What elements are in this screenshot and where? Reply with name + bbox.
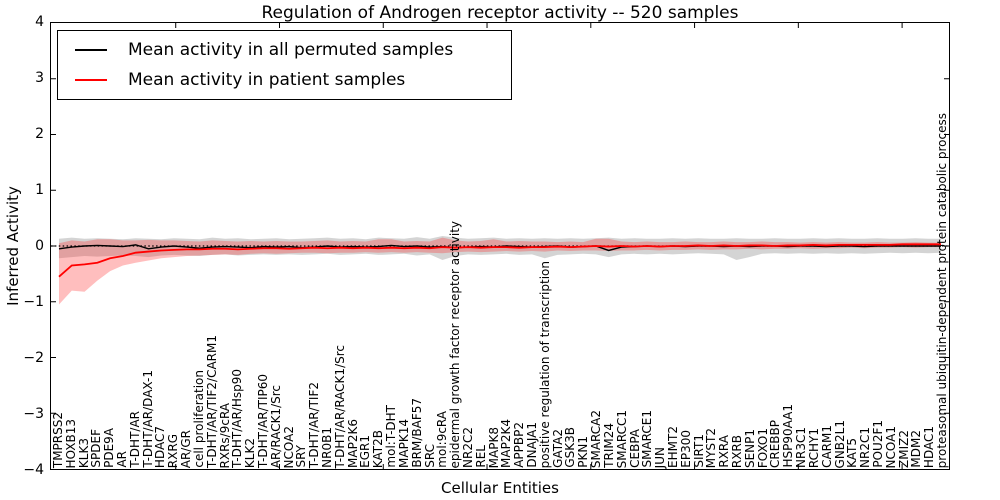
x-tick-label: MDM2	[909, 430, 924, 468]
x-tick-label: SRY	[294, 445, 309, 468]
x-tick-label: SMARCA2	[589, 409, 604, 468]
y-tick-label: 3	[35, 70, 44, 86]
x-tick-label: MAP2K4	[499, 419, 514, 468]
x-tick-label: AR	[115, 451, 130, 468]
x-tick-label: NR0B1	[320, 427, 335, 468]
x-tick-label: epidermal growth factor receptor activit…	[448, 220, 463, 468]
x-tick-label: RXRG	[166, 433, 181, 468]
x-tick-label: T-DHT/AR/TIF2	[307, 381, 322, 468]
x-tick-label: T-DHT/AR/RACK1/Src	[332, 344, 347, 468]
x-tick-label: SENP1	[742, 428, 757, 468]
x-tick-label: AR/RACK1/Src	[268, 384, 283, 468]
x-axis-label: Cellular Entities	[441, 479, 559, 497]
x-tick-label: MAPK8	[486, 426, 501, 468]
x-tick-label: BRM/BAF57	[409, 398, 424, 468]
x-tick-label: NR3C1	[794, 427, 809, 468]
x-tick-label: cell proliferation	[191, 370, 206, 468]
y-tick-label: −2	[23, 350, 44, 366]
x-tick-label: HOXB13	[63, 418, 78, 468]
x-tick-label: KLK2	[243, 437, 258, 468]
x-tick-label: REL	[473, 445, 488, 468]
x-tick-label: mol:9cRA	[435, 411, 450, 468]
x-tick-label: HDAC1	[922, 425, 937, 468]
x-tick-label: T-DHT/AR/TIP60	[255, 373, 270, 468]
x-tick-label: CARM1	[819, 425, 834, 468]
x-tick-label: SMARCE1	[640, 410, 655, 468]
x-tick-label: ZMIZ2	[896, 430, 911, 468]
y-tick-label: 0	[35, 238, 44, 254]
x-tick-label: PDE9A	[102, 428, 117, 468]
x-tick-label: T-DHT/AR/Hsp90	[230, 369, 245, 468]
x-tick-label: mol:T-DHT	[384, 405, 399, 468]
y-tick-label: −4	[23, 462, 44, 478]
x-tick-label: SIRT1	[691, 434, 706, 468]
x-tick-label: NR2C2	[460, 427, 475, 468]
x-tick-label: MAP2K6	[345, 419, 360, 468]
x-tick-label: EHMT2	[665, 426, 680, 468]
x-tick-label: KLK3	[76, 437, 91, 468]
red-line-sample-icon	[75, 79, 107, 81]
chart-title: Regulation of Androgen receptor activity…	[261, 3, 739, 23]
legend-label-patient: Mean activity in patient samples	[128, 70, 406, 90]
x-tick-label: CEBPA	[627, 429, 642, 468]
x-tick-label: RXRB	[730, 434, 744, 468]
x-tick-label: KAT5	[845, 438, 860, 468]
x-tick-label: RCHY1	[806, 427, 821, 468]
x-tick-label: HDAC7	[153, 425, 168, 468]
x-tick-label: T-DHT/AR/TIF2/CARM1	[204, 334, 219, 468]
x-tick-label: DNAJA1	[525, 422, 540, 468]
x-tick-label: CREBBP	[768, 420, 783, 468]
y-tick-label: 2	[35, 126, 44, 142]
x-tick-label: MAPK14	[396, 419, 411, 468]
x-tick-label: SRC	[422, 444, 437, 468]
x-tick-label: T-DHT/AR/DAX-1	[140, 370, 155, 468]
x-tick-label: GSK3B	[563, 427, 578, 468]
plot-area: TMPRSS2 HOXB13 KLK3 SPDEF PDE9A AR T-DHT/AR T-D…	[50, 22, 950, 470]
x-tick-label: PKN1	[576, 436, 591, 468]
patient-mean-line	[58, 243, 942, 278]
x-tick-label: EGR1	[358, 435, 373, 468]
x-tick-label: APPBP2	[512, 422, 527, 468]
x-tick-label: TMPRSS2	[51, 411, 65, 468]
x-tick-label: GNB2L1	[832, 419, 847, 468]
x-tick-label: HSP90AA1	[781, 404, 796, 468]
x-tick-label: SMARCC1	[614, 409, 629, 468]
x-tick-label: RXRs/9cRA	[217, 402, 232, 468]
y-tick-label: −3	[23, 406, 44, 422]
x-tick-label: RXRA	[717, 435, 732, 468]
legend-box: Mean activity in all permuted samples Me…	[57, 30, 512, 100]
black-line-sample-icon	[75, 49, 107, 51]
x-tick-label: KAT2B	[371, 429, 386, 468]
x-tick-label: proteasomal ubiquitin-dependent protein …	[935, 112, 949, 468]
x-tick-label: T-DHT/AR	[127, 411, 142, 468]
x-tick-label: EP300	[678, 430, 693, 468]
legend-entry-patient: Mean activity in patient samples	[58, 65, 511, 95]
x-tick-label: NCOA1	[883, 425, 898, 468]
chart-canvas	[51, 23, 949, 469]
legend-entry-permuted: Mean activity in all permuted samples	[58, 35, 511, 65]
legend-label-permuted: Mean activity in all permuted samples	[128, 40, 454, 60]
x-tick-label: FOXO1	[755, 427, 770, 468]
x-tick-label: AR/GR	[179, 429, 194, 468]
x-tick-label: GATA2	[550, 429, 565, 468]
x-tick-label: SPDEF	[89, 429, 104, 468]
x-tick-label: positive regulation of transcription	[537, 260, 552, 468]
x-tick-label: NR2C1	[858, 427, 873, 468]
x-tick-label: TRIM24	[601, 423, 616, 468]
y-tick-label: 1	[35, 182, 44, 198]
y-tick-label: 4	[35, 14, 44, 30]
x-tick-label: MYST2	[704, 427, 719, 468]
x-tick-label: JUN	[653, 446, 668, 468]
x-tick-label: NCOA2	[281, 425, 296, 468]
axis-ticks	[51, 23, 949, 469]
x-tick-label: POU2F1	[870, 420, 885, 468]
y-tick-label: −1	[23, 294, 44, 310]
